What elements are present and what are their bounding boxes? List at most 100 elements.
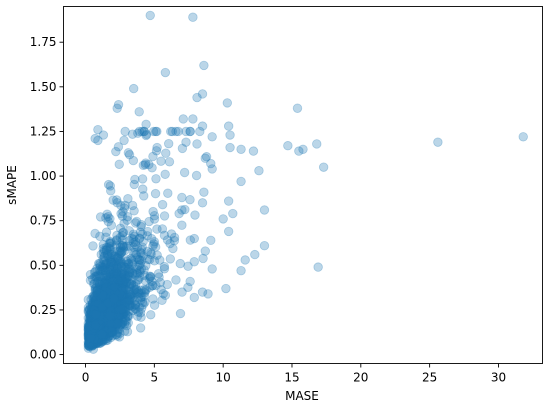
data-point xyxy=(88,324,98,334)
data-point xyxy=(108,297,118,307)
data-point xyxy=(116,319,126,329)
data-point xyxy=(115,223,126,234)
data-point xyxy=(88,313,99,324)
data-point xyxy=(137,126,147,137)
data-point xyxy=(88,318,98,328)
data-point xyxy=(92,315,103,326)
data-point xyxy=(96,307,106,317)
data-point xyxy=(259,205,270,215)
data-point xyxy=(85,322,95,332)
data-point xyxy=(92,323,102,333)
data-point xyxy=(84,332,95,343)
data-point xyxy=(104,298,114,308)
data-point xyxy=(101,267,111,278)
data-point xyxy=(90,303,101,314)
data-point xyxy=(199,187,209,197)
data-point xyxy=(94,276,104,286)
data-point xyxy=(88,294,99,304)
data-point xyxy=(93,312,104,323)
data-point xyxy=(116,284,127,294)
data-point xyxy=(89,327,99,337)
data-point xyxy=(107,280,117,291)
data-point xyxy=(95,307,106,318)
data-point xyxy=(119,262,129,272)
data-point xyxy=(92,332,102,343)
data-point xyxy=(90,314,101,324)
data-point xyxy=(92,333,103,343)
data-point xyxy=(113,327,123,338)
data-point xyxy=(171,275,181,285)
data-point xyxy=(100,320,110,330)
data-point xyxy=(133,255,143,265)
data-point xyxy=(95,318,106,328)
data-point xyxy=(94,317,104,327)
data-point xyxy=(100,286,110,296)
data-point xyxy=(112,269,122,279)
data-point xyxy=(88,333,99,344)
data-point xyxy=(114,332,125,342)
data-point xyxy=(109,283,120,293)
data-point xyxy=(100,320,110,330)
data-point xyxy=(181,137,191,147)
data-point xyxy=(93,325,104,336)
data-point xyxy=(95,338,106,348)
data-point xyxy=(101,314,112,324)
data-point xyxy=(94,331,105,342)
data-point xyxy=(85,328,95,338)
data-point xyxy=(90,311,101,321)
data-point xyxy=(87,335,98,346)
data-point xyxy=(85,327,96,337)
data-point xyxy=(99,262,109,273)
data-point xyxy=(112,313,123,323)
data-point xyxy=(112,281,123,292)
data-point xyxy=(92,263,102,274)
data-point xyxy=(87,339,97,349)
data-point xyxy=(130,239,141,250)
data-point xyxy=(86,326,96,336)
data-point xyxy=(92,325,102,335)
data-point xyxy=(118,306,129,316)
data-point xyxy=(88,329,98,340)
data-point xyxy=(137,229,148,239)
data-point xyxy=(102,294,113,304)
data-point xyxy=(89,327,99,338)
data-point xyxy=(168,243,178,254)
data-point xyxy=(91,310,102,320)
data-point xyxy=(138,160,149,171)
data-point xyxy=(92,321,103,332)
data-point xyxy=(90,320,101,331)
data-point xyxy=(109,263,119,273)
data-point xyxy=(147,276,157,287)
data-point xyxy=(136,285,147,295)
data-point xyxy=(90,313,101,323)
data-point xyxy=(100,302,110,312)
data-point xyxy=(113,324,124,334)
data-point xyxy=(116,319,126,329)
data-point xyxy=(89,332,99,342)
data-point xyxy=(83,313,93,323)
data-point xyxy=(94,318,104,329)
data-point xyxy=(148,151,158,162)
data-point xyxy=(102,209,112,219)
data-point xyxy=(97,331,107,341)
data-point xyxy=(84,313,95,324)
data-point xyxy=(109,319,120,329)
data-point xyxy=(97,300,107,310)
data-point xyxy=(93,312,103,322)
data-point xyxy=(92,315,102,325)
data-point xyxy=(93,312,103,322)
data-point xyxy=(116,275,126,286)
data-point xyxy=(101,302,111,312)
data-point xyxy=(109,273,119,284)
data-point xyxy=(197,121,208,131)
data-point xyxy=(89,315,100,325)
data-point xyxy=(101,309,112,319)
data-point xyxy=(106,186,116,196)
data-point xyxy=(88,311,98,322)
data-point xyxy=(188,114,198,124)
data-point xyxy=(86,326,96,337)
data-point xyxy=(87,313,98,324)
data-point xyxy=(103,277,113,287)
data-point xyxy=(94,331,104,341)
data-point xyxy=(111,329,122,340)
